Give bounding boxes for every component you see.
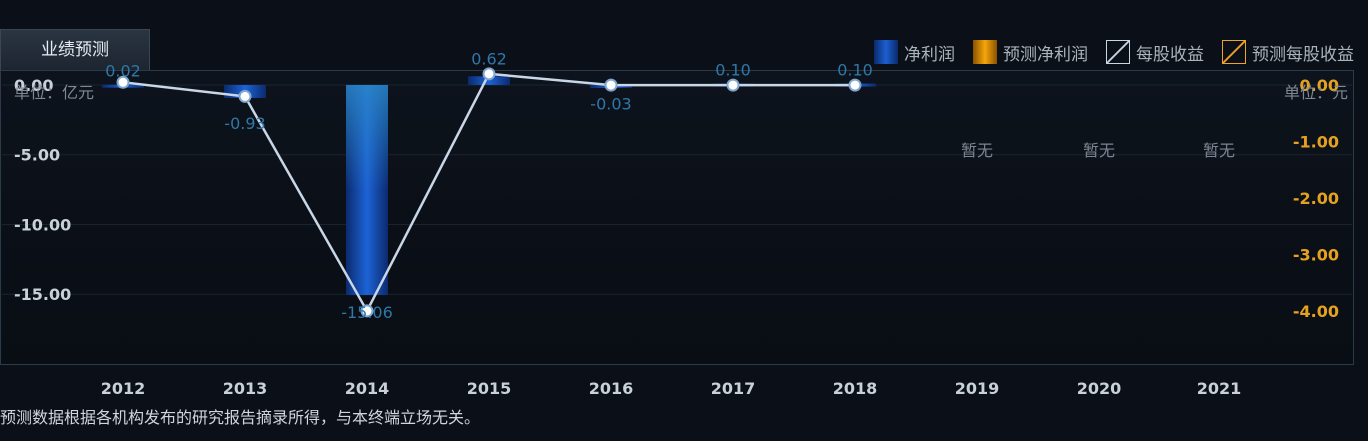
x-tick-label: 2016 <box>589 379 634 398</box>
x-tick-label: 2015 <box>467 379 512 398</box>
data-label: 暂无 <box>1083 141 1115 160</box>
data-label: -15.06 <box>341 303 393 322</box>
data-label: 暂无 <box>1203 141 1235 160</box>
left-tick-label: -10.00 <box>14 215 71 234</box>
line-series <box>116 67 862 318</box>
plot-area <box>0 70 1354 365</box>
x-tick-label: 2017 <box>711 379 756 398</box>
legend-label: 预测净利润 <box>1003 44 1088 65</box>
net-profit-bar-shine <box>346 84 388 296</box>
eps-point <box>482 67 496 81</box>
right-unit-label: 单位：元 <box>1283 83 1348 102</box>
left-unit-label: 单位：亿元 <box>14 83 95 102</box>
data-label: 0.62 <box>471 49 507 68</box>
eps-line-swatch-icon <box>1106 40 1130 64</box>
x-tick-label: 2018 <box>833 379 878 398</box>
data-labels: 0.02 -0.93 -15.06 0.62 -0.03 0.10 0.10 暂无 暂无 暂无 <box>105 49 1235 322</box>
x-tick-label: 2020 <box>1077 379 1122 398</box>
data-label: -0.93 <box>224 114 265 133</box>
legend-label: 预测每股收益 <box>1252 44 1354 65</box>
x-tick-label: 2021 <box>1197 379 1242 398</box>
forecast-net-profit-swatch-icon <box>973 40 997 64</box>
legend-item-forecast-eps[interactable]: 预测每股收益 <box>1222 40 1354 65</box>
eps-point <box>726 78 740 92</box>
left-tick-label: -15.00 <box>14 285 71 304</box>
grid-lines <box>2 84 1352 295</box>
x-tick-label: 2014 <box>345 379 390 398</box>
legend: 净利润 预测净利润 每股收益 预测每股收益 <box>856 38 1354 66</box>
legend-item-net-profit[interactable]: 净利润 <box>874 40 955 65</box>
data-label: 0.02 <box>105 62 141 81</box>
right-tick-label: -2.00 <box>1293 189 1339 208</box>
net-profit-bar <box>468 76 510 85</box>
right-axis-ticks: 0.00 -1.00 -2.00 -3.00 -4.00 <box>1293 76 1339 321</box>
x-tick-label: 2019 <box>955 379 1000 398</box>
eps-point <box>116 75 130 89</box>
data-label: 0.10 <box>837 61 873 80</box>
left-tick-label: -5.00 <box>14 146 60 165</box>
legend-item-eps[interactable]: 每股收益 <box>1106 40 1204 65</box>
right-tick-label: -3.00 <box>1293 245 1339 264</box>
disclaimer-footnote: 预测数据根据各机构发布的研究报告摘录所得，与本终端立场无关。 <box>0 408 481 427</box>
x-tick-label: 2012 <box>101 379 146 398</box>
left-tick-label: 0.00 <box>14 76 53 95</box>
right-tick-label: -1.00 <box>1293 133 1339 152</box>
x-axis-ticks: 2012 2013 2014 2015 2016 2017 2018 2019 2020 2021 <box>101 379 1242 398</box>
forecast-eps-line-swatch-icon <box>1222 40 1246 64</box>
left-axis-ticks: 0.00 -5.00 -10.00 -15.00 <box>14 76 71 304</box>
net-profit-swatch-icon <box>874 40 898 64</box>
eps-point <box>238 89 252 103</box>
data-label: 0.10 <box>715 61 751 80</box>
x-tick-label: 2013 <box>223 379 268 398</box>
legend-label: 每股收益 <box>1136 44 1204 65</box>
eps-point <box>848 78 862 92</box>
eps-point <box>604 78 618 92</box>
eps-point <box>360 304 374 318</box>
bar-series <box>102 76 876 296</box>
eps-line <box>122 72 855 314</box>
data-label: 暂无 <box>961 141 993 160</box>
right-tick-label: -4.00 <box>1293 302 1339 321</box>
legend-label: 净利润 <box>904 44 955 65</box>
data-label: -0.03 <box>590 94 631 113</box>
tab-performance-forecast[interactable]: 业绩预测 <box>0 29 150 70</box>
right-tick-label: 0.00 <box>1300 76 1339 95</box>
legend-item-forecast-net-profit[interactable]: 预测净利润 <box>973 40 1088 65</box>
